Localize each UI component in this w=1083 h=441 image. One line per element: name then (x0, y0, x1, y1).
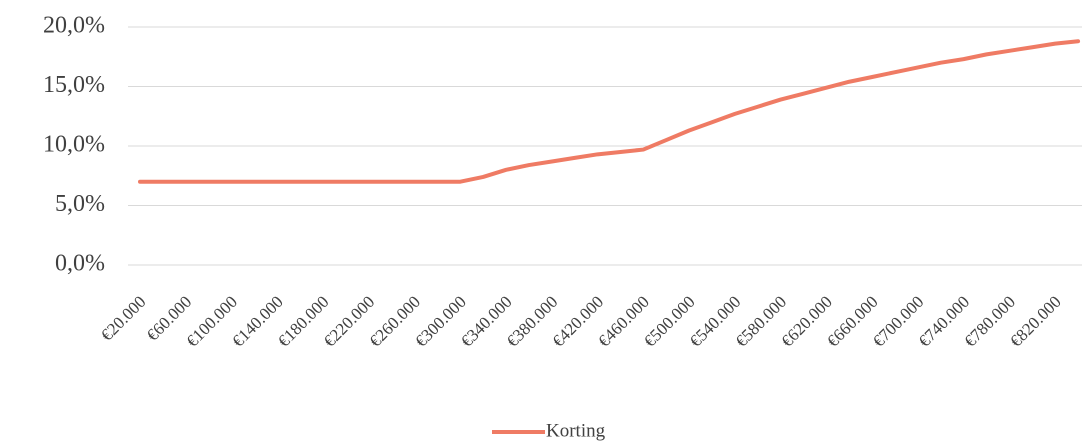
y-tick-label: 0,0% (55, 251, 105, 277)
legend-label: Korting (546, 420, 606, 441)
y-tick-label: 20,0% (43, 13, 105, 39)
y-tick-label: 5,0% (55, 191, 105, 217)
y-tick-label: 15,0% (43, 72, 105, 98)
y-tick-label: 10,0% (43, 132, 105, 158)
line-series (138, 39, 1081, 184)
x-tick-label: €820.000 (1006, 292, 1065, 351)
x-tick-label: €20.000 (97, 292, 150, 345)
